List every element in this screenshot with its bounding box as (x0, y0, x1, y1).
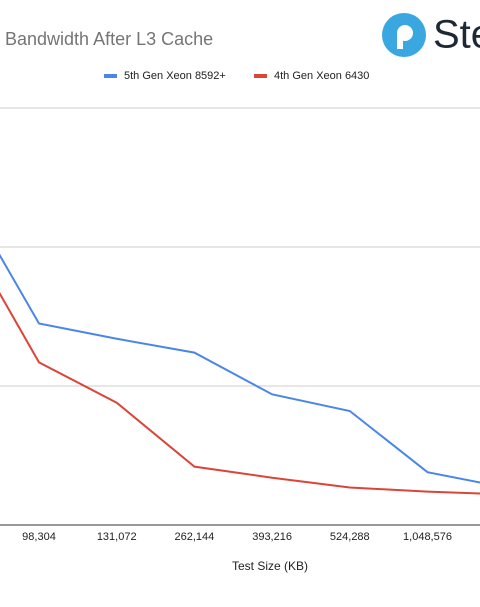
logo: Ste (382, 13, 480, 57)
legend-label: 4th Gen Xeon 6430 (274, 70, 369, 82)
legend-marker (104, 74, 117, 78)
x-tick-label: 524,288 (330, 531, 370, 543)
legend-label: 5th Gen Xeon 8592+ (124, 70, 226, 82)
series-line (0, 253, 480, 484)
chart-title: Bandwidth After L3 Cache (5, 29, 213, 49)
x-tick-label: 262,144 (175, 531, 215, 543)
x-tick-label: 393,216 (252, 531, 292, 543)
x-tick-label: 131,072 (97, 531, 137, 543)
logo-icon-stem (397, 33, 403, 49)
logo-text: Ste (433, 13, 480, 57)
series-line (0, 291, 480, 495)
legend-marker (254, 74, 267, 78)
x-tick-label: 1,048,576 (403, 531, 452, 543)
plot-area: 98,304 131,072 262,144 393,216 524,288 1,048,… (0, 107, 480, 543)
x-axis-title: Test Size (KB) (232, 559, 308, 573)
x-tick-label: 98,304 (22, 531, 56, 543)
